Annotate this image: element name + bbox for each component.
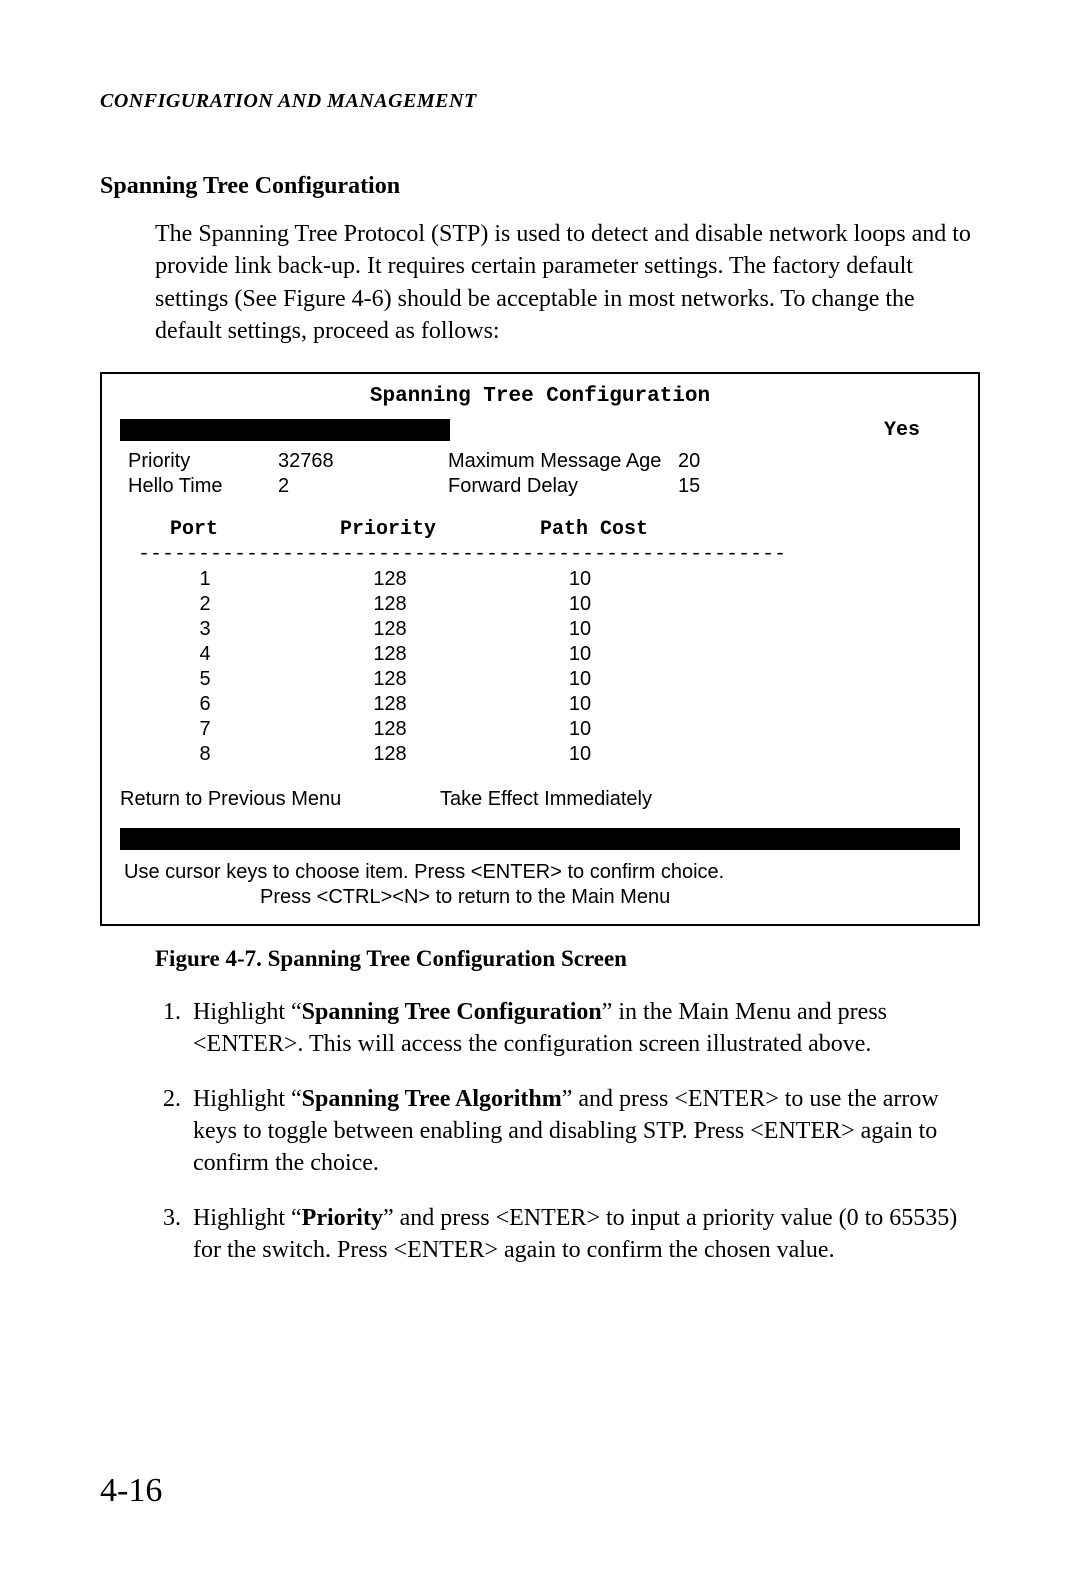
priority-label: Priority [120, 449, 278, 474]
table-row: 212810 [120, 592, 960, 617]
port-pathcost[interactable]: 10 [490, 617, 670, 642]
page: CONFIGURATION AND MANAGEMENT Spanning Tr… [0, 0, 1080, 1570]
port-priority[interactable]: 128 [290, 642, 490, 667]
port-pathcost[interactable]: 10 [490, 742, 670, 767]
port-priority[interactable]: 128 [290, 617, 490, 642]
step-2: Highlight “Spanning Tree Algorithm” and … [187, 1083, 980, 1180]
help-line-1: Use cursor keys to choose item. Press <E… [120, 860, 960, 885]
fwd-value[interactable]: 15 [678, 474, 738, 499]
port-pathcost[interactable]: 10 [490, 692, 670, 717]
steps-list: Highlight “Spanning Tree Configuration” … [155, 996, 980, 1267]
port-header-port: Port [120, 517, 340, 542]
return-menu[interactable]: Return to Previous Menu [120, 787, 440, 812]
port-number: 6 [120, 692, 290, 717]
page-number: 4-16 [100, 1472, 162, 1510]
param-row-1: Priority 32768 Maximum Message Age 20 [120, 449, 960, 474]
port-priority[interactable]: 128 [290, 717, 490, 742]
fwd-label: Forward Delay [448, 474, 678, 499]
terminal-screen: Spanning Tree Configuration Yes Priority… [100, 372, 980, 926]
port-priority[interactable]: 128 [290, 592, 490, 617]
table-row: 712810 [120, 717, 960, 742]
figure-caption: Figure 4-7. Spanning Tree Configuration … [155, 946, 980, 972]
table-row: 312810 [120, 617, 960, 642]
param-row-2: Hello Time 2 Forward Delay 15 [120, 474, 960, 499]
step-text: Highlight “ [193, 1086, 302, 1112]
step-bold: Spanning Tree Configuration [302, 999, 602, 1025]
step-text: Highlight “ [193, 1205, 302, 1231]
port-pathcost[interactable]: 10 [490, 667, 670, 692]
step-1: Highlight “Spanning Tree Configuration” … [187, 996, 980, 1061]
intro-paragraph: The Spanning Tree Protocol (STP) is used… [155, 218, 980, 348]
maxage-value[interactable]: 20 [678, 449, 738, 474]
port-pathcost[interactable]: 10 [490, 567, 670, 592]
table-row: 412810 [120, 642, 960, 667]
step-bold: Spanning Tree Algorithm [302, 1086, 562, 1112]
port-number: 2 [120, 592, 290, 617]
maxage-label: Maximum Message Age [448, 449, 678, 474]
port-number: 7 [120, 717, 290, 742]
step-bold: Priority [302, 1205, 383, 1231]
table-row: 812810 [120, 742, 960, 767]
port-pathcost[interactable]: 10 [490, 592, 670, 617]
hello-label: Hello Time [120, 474, 278, 499]
status-bar [120, 828, 960, 850]
section-title: Spanning Tree Configuration [100, 173, 980, 200]
port-number: 5 [120, 667, 290, 692]
port-priority[interactable]: 128 [290, 667, 490, 692]
step-3: Highlight “Priority” and press <ENTER> t… [187, 1202, 980, 1267]
hello-value[interactable]: 2 [278, 474, 448, 499]
screen-title: Spanning Tree Configuration [120, 384, 960, 410]
table-row: 612810 [120, 692, 960, 717]
port-number: 1 [120, 567, 290, 592]
dash-line: ----------------------------------------… [120, 542, 960, 567]
running-head: CONFIGURATION AND MANAGEMENT [100, 90, 980, 113]
port-priority[interactable]: 128 [290, 567, 490, 592]
step-text: Highlight “ [193, 999, 302, 1025]
port-header-pathcost: Path Cost [540, 517, 720, 542]
table-row: 512810 [120, 667, 960, 692]
port-number: 8 [120, 742, 290, 767]
port-priority[interactable]: 128 [290, 742, 490, 767]
port-table-header: Port Priority Path Cost [120, 517, 960, 542]
port-table-body: 1128102128103128104128105128106128107128… [120, 567, 960, 767]
port-header-priority: Priority [340, 517, 540, 542]
selected-field-bar[interactable] [120, 419, 450, 441]
port-pathcost[interactable]: 10 [490, 642, 670, 667]
port-pathcost[interactable]: 10 [490, 717, 670, 742]
port-priority[interactable]: 128 [290, 692, 490, 717]
algorithm-value: Yes [884, 418, 960, 443]
algorithm-row: Yes [120, 418, 960, 443]
port-number: 3 [120, 617, 290, 642]
help-line-2: Press <CTRL><N> to return to the Main Me… [120, 885, 960, 910]
action-row: Return to Previous Menu Take Effect Imme… [120, 787, 960, 812]
port-number: 4 [120, 642, 290, 667]
take-effect[interactable]: Take Effect Immediately [440, 787, 652, 812]
table-row: 112810 [120, 567, 960, 592]
priority-value[interactable]: 32768 [278, 449, 448, 474]
